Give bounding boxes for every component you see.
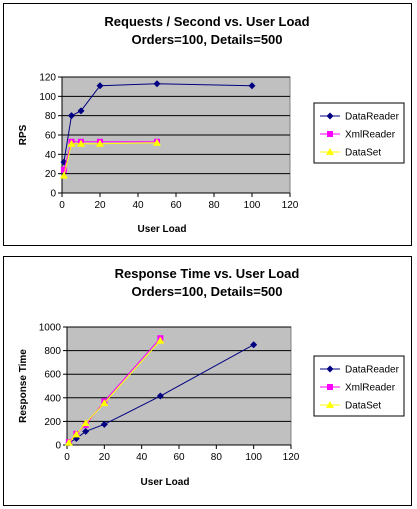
rps-chart: Requests / Second vs. User Load Orders=10… xyxy=(18,14,405,235)
rps-chart-panel: Requests / Second vs. User Load Orders=10… xyxy=(3,3,412,246)
legend-marker xyxy=(327,384,333,390)
y-tick-label: 40 xyxy=(45,150,57,161)
x-tick-label: 0 xyxy=(59,200,65,211)
data-point xyxy=(68,112,75,120)
data-point xyxy=(100,399,109,407)
x-axis-title: User Load xyxy=(138,224,187,235)
chart-subtitle: Orders=100, Details=500 xyxy=(131,284,282,299)
y-tick-label: 100 xyxy=(39,92,56,103)
series-line xyxy=(63,83,253,163)
x-tick-label: 100 xyxy=(244,200,261,211)
legend-label: DataReader xyxy=(345,112,400,123)
legend-label: DataSet xyxy=(345,148,381,159)
x-tick-label: 20 xyxy=(94,200,106,211)
x-tick-label: 40 xyxy=(136,452,148,463)
chart-subtitle: Orders=100, Details=500 xyxy=(131,32,282,47)
data-point xyxy=(59,171,68,179)
legend-marker xyxy=(326,365,334,373)
legend-label: XmlReader xyxy=(345,383,396,394)
x-tick-label: 60 xyxy=(173,452,185,463)
legend-marker xyxy=(326,401,334,408)
x-tick-label: 0 xyxy=(64,452,70,463)
y-tick-label: 0 xyxy=(50,189,56,200)
y-axis-title: RPS xyxy=(18,124,29,145)
data-point xyxy=(153,138,161,146)
y-tick-label: 0 xyxy=(55,441,61,452)
x-tick-label: 20 xyxy=(99,452,111,463)
legend-marker xyxy=(327,131,333,137)
y-tick-label: 60 xyxy=(45,131,57,142)
x-axis-title: User Load xyxy=(141,477,190,488)
x-tick-label: 120 xyxy=(282,200,299,211)
legend-label: DataReader xyxy=(345,365,400,376)
response-time-chart-panel: Response Time vs. User Load Orders=100, D… xyxy=(3,256,412,506)
data-point xyxy=(60,166,67,173)
response-time-chart: Response Time vs. User Load Orders=100, D… xyxy=(18,266,405,488)
data-point xyxy=(250,341,258,349)
data-point xyxy=(81,419,90,427)
y-axis-title: Response Time xyxy=(18,349,29,423)
data-point xyxy=(248,82,256,90)
y-tick-label: 400 xyxy=(44,393,61,404)
data-point xyxy=(77,107,85,115)
data-point xyxy=(82,427,90,435)
y-tick-label: 80 xyxy=(45,111,57,122)
y-tick-label: 1000 xyxy=(39,323,62,334)
x-tick-label: 80 xyxy=(211,452,223,463)
x-tick-label: 80 xyxy=(208,200,220,211)
chart-title: Requests / Second vs. User Load xyxy=(104,14,309,29)
x-tick-label: 100 xyxy=(245,452,262,463)
data-point xyxy=(96,82,104,90)
legend-marker xyxy=(326,148,334,155)
x-tick-label: 120 xyxy=(283,452,300,463)
legend-marker xyxy=(326,112,334,120)
data-point xyxy=(72,430,81,438)
data-point xyxy=(100,420,108,428)
legend-label: DataSet xyxy=(345,401,381,412)
data-point xyxy=(96,139,104,147)
y-tick-label: 20 xyxy=(45,169,57,180)
data-point xyxy=(156,336,165,344)
legend-label: XmlReader xyxy=(345,130,396,141)
data-point xyxy=(67,139,76,147)
data-point xyxy=(64,438,73,446)
y-tick-label: 800 xyxy=(44,346,61,357)
y-tick-label: 120 xyxy=(39,73,56,84)
x-tick-label: 40 xyxy=(132,200,144,211)
chart-title: Response Time vs. User Load xyxy=(115,266,300,281)
y-tick-label: 600 xyxy=(44,370,61,381)
x-tick-label: 60 xyxy=(170,200,182,211)
data-point xyxy=(77,139,85,147)
data-point xyxy=(156,392,164,400)
data-point xyxy=(153,80,161,88)
y-tick-label: 200 xyxy=(44,417,61,428)
